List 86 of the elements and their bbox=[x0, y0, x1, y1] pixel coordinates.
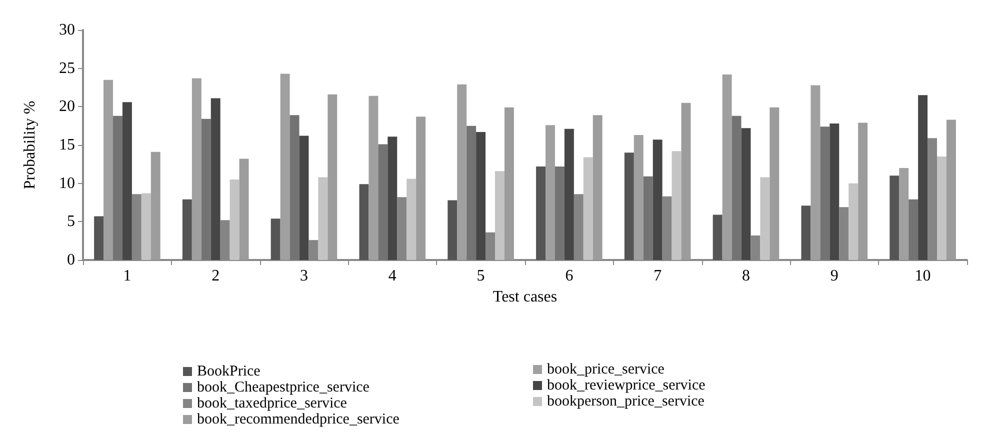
bar bbox=[554, 166, 564, 260]
bar bbox=[652, 140, 662, 260]
bar bbox=[732, 116, 742, 260]
y-tick-label: 5 bbox=[67, 213, 75, 230]
bar bbox=[359, 184, 369, 260]
bar bbox=[466, 126, 476, 260]
bar bbox=[280, 74, 290, 260]
bar bbox=[546, 125, 555, 260]
bar bbox=[908, 199, 918, 260]
y-tick-label: 30 bbox=[59, 22, 75, 38]
legend-label: book_price_service bbox=[547, 362, 665, 378]
bar bbox=[899, 168, 909, 260]
bar bbox=[681, 102, 691, 260]
bar bbox=[201, 118, 211, 260]
bar bbox=[368, 96, 378, 260]
bar bbox=[890, 176, 900, 260]
bar bbox=[328, 94, 338, 260]
bar bbox=[290, 115, 300, 260]
bar bbox=[182, 199, 192, 260]
bar bbox=[760, 177, 770, 260]
bar bbox=[416, 116, 426, 260]
legend-label: book_taxedprice_service bbox=[197, 396, 348, 412]
x-tick-label: 9 bbox=[830, 268, 838, 284]
bar bbox=[643, 176, 653, 260]
bar bbox=[495, 171, 504, 260]
x-tick-label: 4 bbox=[388, 268, 396, 284]
bar bbox=[946, 120, 956, 260]
legend-label: bookperson_price_service bbox=[547, 394, 705, 410]
y-tick-label: 10 bbox=[59, 174, 75, 192]
bar bbox=[230, 180, 240, 260]
bar bbox=[112, 116, 122, 260]
bar bbox=[239, 158, 249, 260]
bar bbox=[457, 84, 467, 260]
bar bbox=[299, 136, 309, 260]
bar bbox=[536, 166, 546, 260]
bar bbox=[564, 128, 574, 260]
bar bbox=[712, 214, 722, 260]
bar bbox=[122, 102, 132, 260]
bar bbox=[918, 95, 928, 260]
bar bbox=[722, 74, 732, 260]
x-tick-label: 3 bbox=[300, 268, 308, 284]
bar bbox=[210, 98, 220, 260]
y-axis-title: Probability % bbox=[22, 100, 38, 190]
bar bbox=[634, 135, 644, 260]
x-axis-title: Test cases bbox=[492, 288, 558, 306]
legend-label: book_Cheapestprice_service bbox=[197, 380, 370, 396]
bar bbox=[820, 126, 830, 260]
bar bbox=[937, 156, 946, 260]
x-tick-label: 5 bbox=[476, 268, 485, 284]
bar bbox=[801, 206, 811, 260]
bar bbox=[770, 107, 780, 260]
bar bbox=[378, 144, 388, 260]
x-tick-label: 6 bbox=[565, 268, 574, 284]
bar bbox=[810, 85, 820, 260]
bar bbox=[592, 115, 602, 260]
bar bbox=[583, 157, 593, 260]
bar bbox=[672, 151, 682, 260]
x-tick-label: 1 bbox=[123, 268, 132, 284]
legend-label: BookPrice bbox=[197, 364, 261, 380]
x-tick-label: 8 bbox=[742, 268, 750, 284]
bar bbox=[388, 136, 398, 260]
bar bbox=[104, 80, 113, 260]
bar bbox=[192, 78, 202, 260]
y-tick-label: 15 bbox=[59, 136, 75, 154]
y-tick-label: 25 bbox=[59, 60, 75, 77]
bar bbox=[741, 128, 751, 260]
y-tick-label: 0 bbox=[67, 252, 75, 268]
x-tick-label: 10 bbox=[914, 268, 931, 284]
bar bbox=[848, 183, 858, 260]
bar bbox=[830, 124, 840, 260]
bar bbox=[504, 107, 514, 260]
bar bbox=[476, 132, 486, 260]
bar bbox=[94, 216, 104, 260]
y-tick-label: 20 bbox=[59, 98, 75, 116]
bar bbox=[448, 200, 458, 260]
bar bbox=[270, 218, 280, 260]
bar bbox=[318, 177, 328, 260]
bar bbox=[406, 178, 416, 260]
legend-label: book_recommendedprice_service bbox=[197, 412, 400, 428]
x-tick-label: 7 bbox=[654, 268, 662, 284]
bar bbox=[150, 152, 160, 260]
x-tick-label: 2 bbox=[212, 268, 220, 284]
bar bbox=[141, 193, 151, 260]
bar bbox=[858, 122, 868, 260]
legend-label: book_reviewprice_service bbox=[547, 378, 706, 394]
bar bbox=[624, 152, 634, 260]
